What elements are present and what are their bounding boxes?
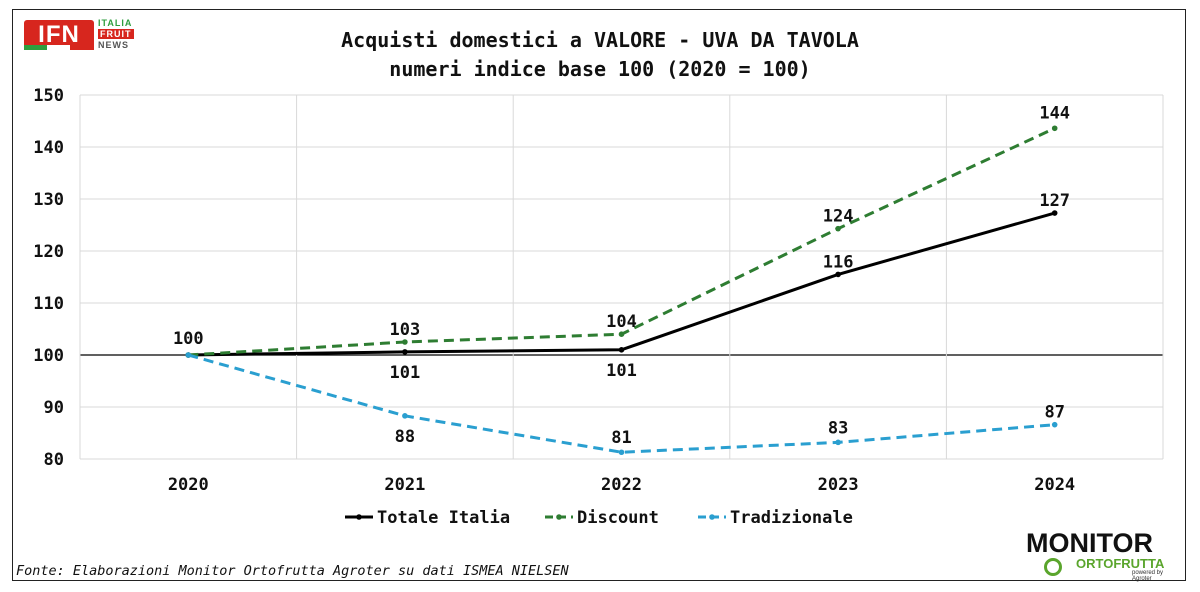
chart-title-block: Acquisti domestici a VALORE - UVA DA TAV… — [230, 26, 970, 84]
data-point — [185, 352, 192, 358]
y-tick-label: 100 — [33, 346, 64, 366]
legend-label: Totale Italia — [377, 508, 510, 528]
data-label: 83 — [828, 418, 848, 438]
grid-lines — [79, 94, 1164, 460]
monitor-ortofrutta-logo: MONITOR ORTOFRUTTA powered by Agroter — [1026, 528, 1181, 583]
y-axis: 80 90 100 110 120 130 140 150 — [33, 86, 64, 470]
ifn-wordmark: ITALIA FRUIT NEWS — [98, 18, 134, 51]
series-lines — [185, 125, 1058, 456]
data-point — [402, 339, 408, 345]
data-point — [402, 413, 408, 419]
x-tick-label: 2021 — [384, 475, 425, 495]
y-tick-label: 110 — [33, 294, 64, 314]
data-label: 127 — [1039, 191, 1070, 211]
data-label: 87 — [1044, 403, 1064, 423]
x-tick-label: 2023 — [818, 475, 859, 495]
magnifier-icon — [1044, 558, 1062, 576]
legend-marker — [356, 514, 362, 520]
data-label: 144 — [1039, 103, 1070, 123]
ifn-badge: IFN — [24, 20, 94, 50]
data-label: 104 — [606, 312, 637, 332]
x-axis: 2020 2021 2022 2023 2024 — [168, 475, 1075, 495]
chart-frame — [12, 9, 1186, 581]
x-tick-label: 2024 — [1034, 475, 1075, 495]
ifn-word-fruit: FRUIT — [98, 29, 134, 39]
y-tick-label: 140 — [33, 138, 64, 158]
data-point — [835, 271, 841, 278]
data-label: 103 — [390, 320, 421, 340]
data-point — [402, 349, 408, 355]
powered-by-text: powered by Agroter — [1132, 570, 1164, 582]
data-label: 116 — [823, 252, 854, 272]
data-point — [618, 347, 625, 353]
y-tick-label: 120 — [33, 242, 64, 262]
monitor-wordmark: MONITOR — [1026, 528, 1153, 558]
legend: Totale Italia Discount Tradizionale — [345, 508, 853, 528]
x-tick-label: 2022 — [601, 475, 642, 495]
data-labels: 101 101 116 127 100 103 104 124 144 88 81 83 87 — [173, 103, 1070, 448]
source-note: Fonte: Elaborazioni Monitor Ortofrutta A… — [16, 563, 569, 579]
ifn-word-news: NEWS — [98, 40, 129, 50]
ifn-word-italia: ITALIA — [98, 18, 133, 28]
data-label: 81 — [611, 428, 631, 448]
legend-label: Tradizionale — [730, 508, 853, 528]
data-point — [1051, 421, 1058, 428]
ifn-flag-stripe — [24, 45, 94, 50]
legend-marker — [556, 514, 562, 520]
data-point — [618, 449, 625, 456]
data-point — [1051, 125, 1058, 132]
y-tick-label: 90 — [44, 398, 64, 418]
legend-marker — [709, 514, 715, 520]
data-point — [835, 225, 841, 232]
data-label: 101 — [390, 363, 421, 383]
data-label: 100 — [173, 329, 204, 349]
x-tick-label: 2020 — [168, 475, 209, 495]
data-point — [618, 331, 625, 338]
chart-subtitle: numeri indice base 100 (2020 = 100) — [389, 57, 811, 81]
ifn-badge-text: IFN — [38, 21, 80, 48]
data-label: 88 — [395, 427, 415, 447]
y-tick-label: 150 — [33, 86, 64, 106]
series-line-tradizionale — [187, 353, 1055, 454]
data-label: 101 — [606, 361, 637, 381]
data-label: 124 — [823, 207, 854, 227]
data-point — [835, 439, 841, 446]
y-tick-label: 130 — [33, 190, 64, 210]
chart-title: Acquisti domestici a VALORE - UVA DA TAV… — [341, 28, 859, 52]
data-point — [1051, 210, 1058, 216]
ifn-logo: IFN ITALIA FRUIT NEWS — [24, 18, 142, 52]
y-tick-label: 80 — [44, 450, 64, 470]
legend-label: Discount — [577, 508, 659, 528]
ortofrutta-wordmark: ORTOFRUTTA — [1076, 556, 1165, 571]
